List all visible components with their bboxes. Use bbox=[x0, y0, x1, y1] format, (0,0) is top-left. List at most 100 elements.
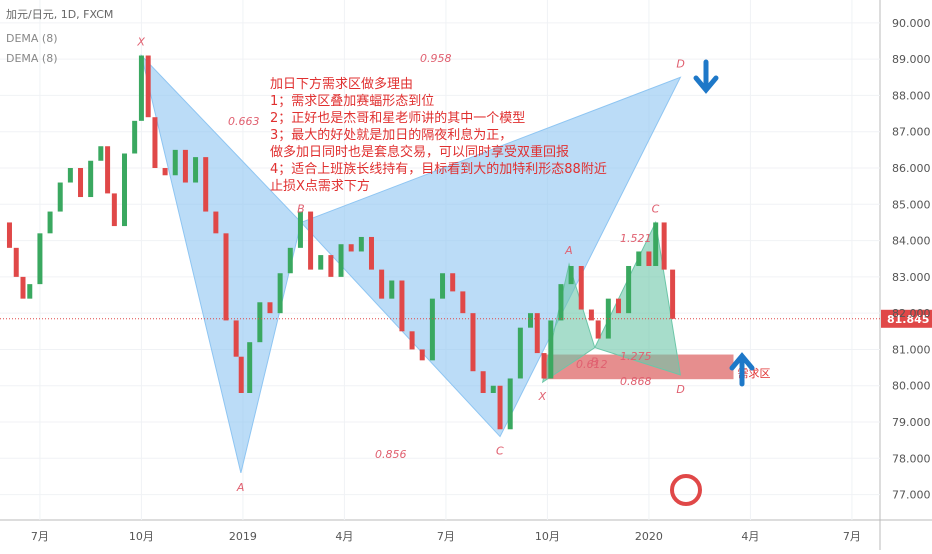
candle bbox=[568, 265, 574, 285]
candle bbox=[450, 273, 456, 292]
candle bbox=[287, 247, 293, 274]
pattern-point-label: C bbox=[652, 202, 660, 215]
y-tick-label: 78.000 bbox=[892, 452, 931, 465]
candle bbox=[172, 149, 178, 176]
candle bbox=[213, 211, 219, 234]
pattern-ratio: 1.521 bbox=[620, 232, 652, 245]
candle bbox=[138, 55, 144, 121]
candle bbox=[223, 233, 229, 321]
pattern-ratio: 0.612 bbox=[576, 358, 608, 371]
candle bbox=[661, 222, 667, 270]
candle bbox=[358, 236, 364, 252]
candle bbox=[605, 298, 611, 339]
candle bbox=[37, 233, 43, 285]
candle bbox=[615, 298, 621, 314]
candle bbox=[541, 353, 547, 379]
pattern-point-label: D bbox=[676, 57, 684, 70]
candle bbox=[507, 378, 513, 430]
candle bbox=[497, 385, 503, 430]
candle bbox=[20, 276, 26, 299]
x-tick-label: 7月 bbox=[437, 530, 455, 543]
candle bbox=[595, 320, 601, 339]
x-tick-label: 10月 bbox=[129, 530, 154, 543]
candle bbox=[98, 146, 104, 161]
logo bbox=[670, 474, 702, 506]
candle bbox=[88, 160, 94, 198]
y-tick-label: 90.000 bbox=[892, 17, 931, 30]
candle bbox=[57, 182, 63, 212]
candle bbox=[636, 251, 642, 266]
annotations: 需求区 X A B C D 0.663 0.958 0.856 X A B C D 1.521 0.612 1.… bbox=[0, 36, 932, 494]
pattern-point-label: X bbox=[538, 390, 547, 403]
candle bbox=[27, 284, 33, 299]
pattern-ratio: 1.275 bbox=[620, 350, 652, 363]
pattern-point-label: B bbox=[297, 202, 305, 215]
last-price-box bbox=[881, 309, 932, 328]
pattern-point-label: A bbox=[564, 244, 573, 257]
candle bbox=[653, 222, 659, 266]
candle bbox=[368, 236, 374, 270]
candle bbox=[13, 247, 19, 277]
candle bbox=[646, 251, 652, 266]
y-tick-label: 82.000 bbox=[892, 307, 931, 320]
pattern-point-label: D bbox=[676, 383, 684, 396]
pattern-point-label: C bbox=[496, 445, 504, 458]
candle bbox=[480, 371, 486, 393]
candle bbox=[105, 146, 111, 194]
candle bbox=[67, 168, 73, 183]
candle bbox=[182, 149, 188, 183]
pattern-ratio: 0.958 bbox=[420, 52, 452, 65]
candle bbox=[318, 255, 324, 270]
y-tick-label: 88.000 bbox=[892, 89, 931, 102]
note-line: 止损X点需求下方 bbox=[270, 178, 370, 194]
x-tick-label: 7月 bbox=[843, 530, 861, 543]
candle bbox=[277, 273, 283, 314]
pattern-ratio: 0.868 bbox=[620, 375, 652, 388]
indicator: DEMA (8) bbox=[6, 32, 58, 45]
x-tick-label: 2019 bbox=[229, 530, 257, 543]
candle bbox=[558, 284, 564, 321]
pattern-ratio: 0.856 bbox=[375, 448, 407, 461]
indicator: DEMA (8) bbox=[6, 52, 58, 65]
y-tick-label: 85.000 bbox=[892, 198, 931, 211]
note-line: 3；最大的好处就是加日的隔夜利息为正， bbox=[270, 127, 512, 143]
candle bbox=[122, 153, 128, 227]
candle bbox=[578, 265, 584, 310]
candle bbox=[132, 120, 138, 154]
y-tick-label: 79.000 bbox=[892, 416, 931, 429]
y-tick-label: 84.000 bbox=[892, 235, 931, 248]
patterns bbox=[140, 53, 734, 473]
candle bbox=[626, 265, 632, 314]
pattern-point-label: A bbox=[236, 481, 245, 494]
up-arrow bbox=[729, 352, 755, 387]
note-line: 2；正好也是杰哥和星老师讲的其中一个模型 bbox=[270, 110, 525, 126]
candle bbox=[588, 309, 594, 321]
candle bbox=[348, 244, 354, 252]
x-tick-label: 7月 bbox=[31, 530, 49, 543]
candle bbox=[460, 291, 466, 314]
candle bbox=[193, 157, 199, 183]
y-tick-label: 83.000 bbox=[892, 271, 931, 284]
candle bbox=[238, 356, 244, 393]
note-line: 加日下方需求区做多理由 bbox=[270, 76, 413, 92]
candle bbox=[534, 313, 540, 354]
chart-title: 加元/日元, 1D, FXCM bbox=[6, 8, 113, 21]
candle bbox=[490, 385, 496, 393]
candle bbox=[328, 255, 334, 277]
note-line: 做多加日同时也是套息交易，可以同时享受双重回报 bbox=[270, 144, 569, 160]
candle bbox=[145, 55, 151, 118]
candle bbox=[517, 327, 523, 379]
candle bbox=[470, 313, 476, 372]
candle bbox=[78, 168, 84, 198]
y-tick-label: 86.000 bbox=[892, 162, 931, 175]
candle bbox=[548, 320, 554, 379]
pattern-ratio: 0.663 bbox=[228, 115, 260, 128]
candle bbox=[247, 342, 253, 393]
x-tick-label: 2020 bbox=[635, 530, 663, 543]
note-line: 1；需求区叠加赛蝠形态到位 bbox=[270, 93, 434, 109]
x-tick-label: 4月 bbox=[335, 530, 353, 543]
x-tick-label: 10月 bbox=[535, 530, 560, 543]
candles bbox=[6, 55, 676, 430]
pattern-triangle bbox=[594, 220, 682, 376]
candle bbox=[233, 320, 239, 357]
